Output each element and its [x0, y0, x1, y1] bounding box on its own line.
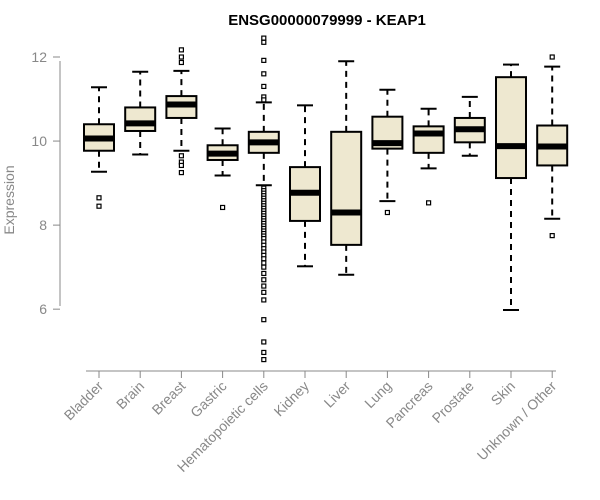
outlier-point	[261, 35, 267, 41]
outlier-point	[261, 283, 267, 289]
box-3	[165, 47, 198, 176]
box-7	[330, 60, 363, 276]
outlier-point	[261, 97, 267, 103]
outlier-point	[178, 153, 184, 159]
y-ticks: 6 8 10 12	[31, 49, 60, 317]
outlier-point	[261, 71, 267, 77]
iqr-box	[124, 106, 157, 132]
iqr-box	[330, 130, 363, 246]
outlier-point	[426, 200, 432, 206]
y-tick-label-8: 8	[39, 217, 47, 233]
outlier-point	[261, 297, 267, 303]
box-6	[289, 104, 321, 268]
box-5	[247, 35, 280, 363]
category-label: Liver	[321, 378, 354, 411]
y-tick-label-10: 10	[31, 133, 47, 149]
box-12	[536, 54, 569, 239]
category-label: Kidney	[271, 378, 313, 420]
box-2	[124, 70, 157, 156]
box-11	[495, 63, 527, 312]
outlier-point	[261, 260, 267, 266]
box-10	[453, 95, 486, 157]
iqr-box	[412, 125, 445, 154]
box-1	[83, 86, 115, 209]
outlier-point	[261, 277, 267, 283]
outlier-point	[178, 47, 184, 53]
box-8	[371, 88, 404, 216]
y-tick-label-12: 12	[31, 49, 47, 65]
outlier-point	[384, 209, 390, 216]
box-4	[206, 127, 239, 211]
outlier-point	[261, 256, 267, 262]
category-label: Bladder	[61, 378, 107, 424]
outlier-point	[178, 169, 184, 176]
outlier-point	[261, 270, 267, 277]
outlier-point	[178, 54, 184, 60]
outlier-point	[261, 39, 267, 45]
outlier-point	[261, 57, 267, 63]
category-label: Skin	[488, 378, 519, 409]
outlier-point	[261, 317, 267, 323]
category-label: Breast	[149, 378, 189, 418]
category-label: Lung	[361, 378, 394, 411]
box-9	[412, 107, 445, 206]
outlier-point	[261, 339, 267, 345]
outlier-point	[96, 195, 102, 201]
outlier-point	[96, 203, 102, 209]
category-label: Prostate	[429, 378, 477, 426]
outlier-point	[261, 83, 267, 90]
outlier-point	[549, 54, 555, 60]
outlier-point	[261, 264, 267, 270]
y-axis-label: Expression	[1, 165, 17, 234]
iqr-box	[495, 76, 527, 180]
outlier-point	[261, 289, 267, 295]
outlier-point	[220, 204, 226, 211]
outlier-point	[178, 59, 184, 66]
boxes	[83, 35, 569, 363]
outlier-point	[178, 162, 184, 169]
outlier-point	[261, 356, 267, 363]
outlier-point	[261, 349, 267, 356]
category-label: Brain	[113, 378, 147, 412]
outlier-point	[549, 233, 555, 239]
chart-title: ENSG00000079999 - KEAP1	[228, 12, 426, 29]
y-tick-label-6: 6	[39, 301, 47, 317]
